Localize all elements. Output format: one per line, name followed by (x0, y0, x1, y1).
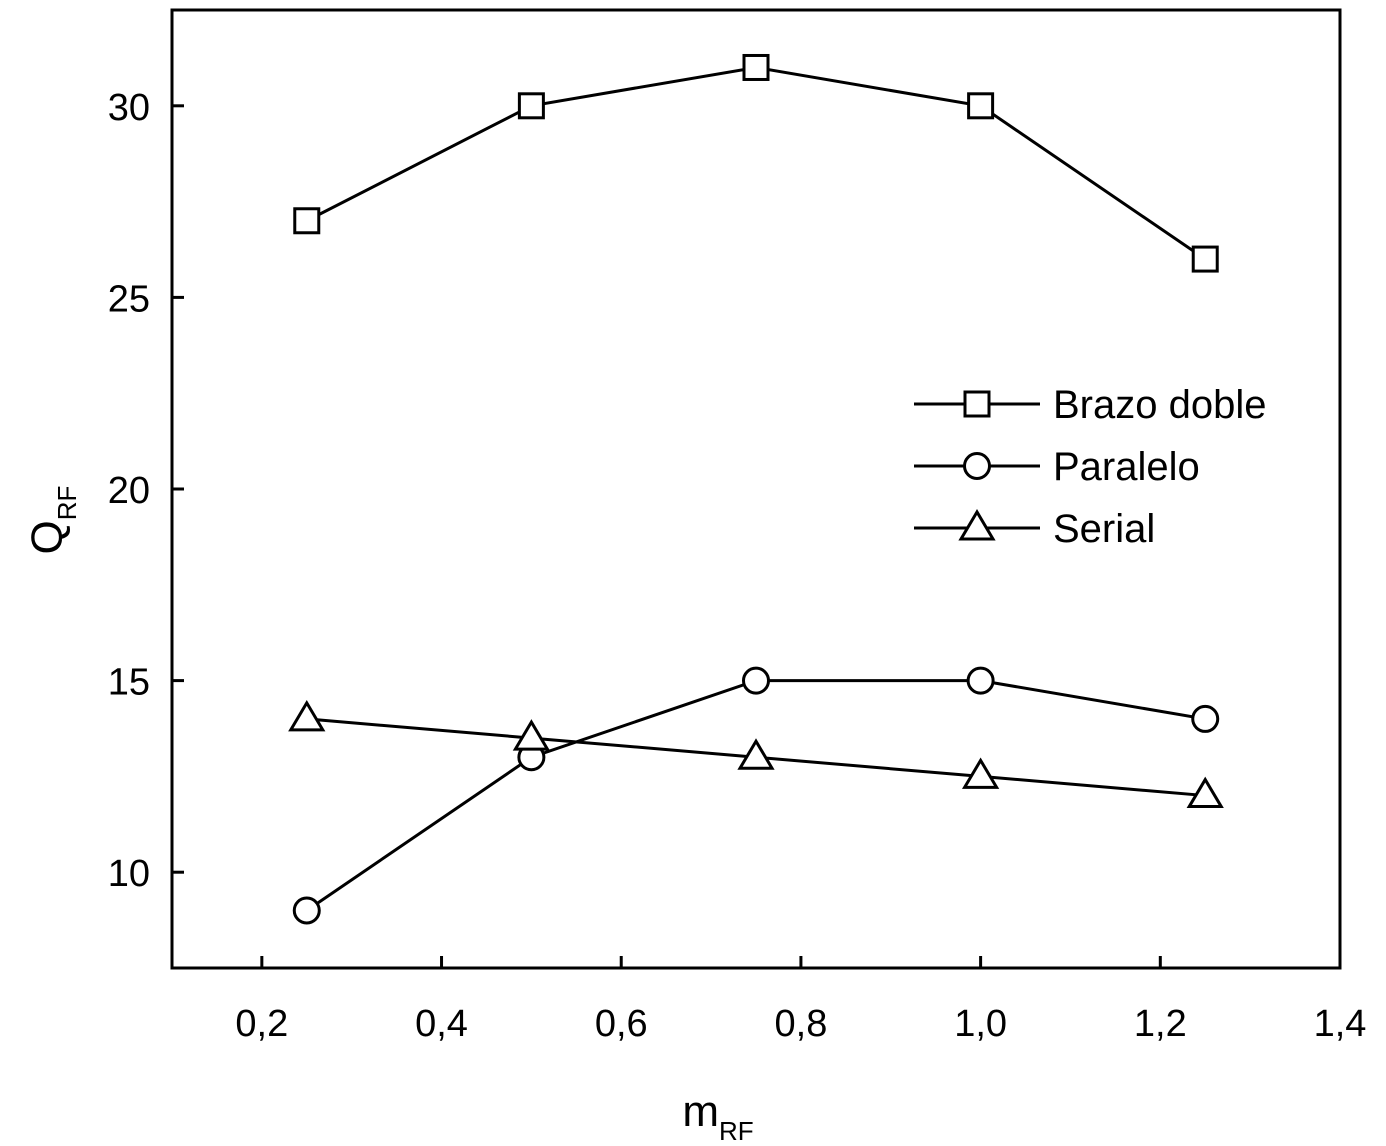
x-axis-title-main: m (682, 1087, 719, 1136)
data-point-serial (288, 699, 326, 732)
y-tick-label: 30 (108, 87, 150, 129)
x-tick-label: 0,4 (415, 1003, 468, 1045)
data-point-brazo-doble (742, 53, 770, 81)
data-point-serial (512, 719, 551, 751)
legend-marker-brazo-doble (963, 390, 991, 418)
y-axis-ticks: 10 15 20 25 30 (108, 87, 184, 895)
x-tick-label: 1,0 (954, 1003, 1007, 1045)
y-tick-label: 20 (108, 470, 150, 512)
y-axis-title: QRF (23, 486, 82, 555)
x-axis-title-sub: RF (719, 1116, 754, 1146)
legend: Brazo doble Paralelo Serial (914, 383, 1266, 551)
x-axis-ticks: 0,2 0,4 0,6 0,8 1,0 1,2 1,4 (235, 956, 1366, 1045)
series-line-paralelo (305, 679, 1206, 912)
y-tick-label: 25 (108, 278, 150, 320)
data-point-serial (961, 757, 1000, 789)
data-point-brazo-doble (293, 207, 321, 235)
x-tick-label: 1,2 (1134, 1003, 1187, 1045)
data-point-brazo-doble (517, 92, 545, 120)
x-tick-label: 0,2 (235, 1003, 288, 1045)
data-point-serial (1186, 776, 1224, 809)
y-axis-title-main: Q (23, 520, 72, 554)
legend-marker-paralelo (963, 452, 991, 480)
x-axis-title: mRF (682, 1087, 753, 1146)
y-tick-label: 15 (108, 662, 150, 704)
legend-label-paralelo: Paralelo (1053, 445, 1200, 489)
y-tick-label: 10 (108, 853, 150, 895)
data-point-brazo-doble (1191, 245, 1219, 273)
data-point-paralelo (966, 666, 995, 695)
legend-marker-serial (958, 509, 996, 541)
data-point-paralelo (1191, 704, 1220, 733)
data-point-serial (737, 738, 775, 770)
legend-label-brazo-doble: Brazo doble (1053, 383, 1266, 427)
x-tick-label: 0,6 (595, 1003, 648, 1045)
series-layer (288, 53, 1224, 925)
data-point-paralelo (292, 896, 321, 925)
y-axis-title-sub: RF (52, 486, 82, 521)
legend-label-serial: Serial (1053, 507, 1155, 551)
x-tick-label: 0,8 (775, 1003, 828, 1045)
data-point-brazo-doble (967, 92, 995, 120)
plot-frame (170, 8, 1342, 970)
series-line-brazo-doble (306, 65, 1207, 261)
x-tick-label: 1,4 (1314, 1003, 1367, 1045)
data-point-paralelo (742, 666, 770, 695)
